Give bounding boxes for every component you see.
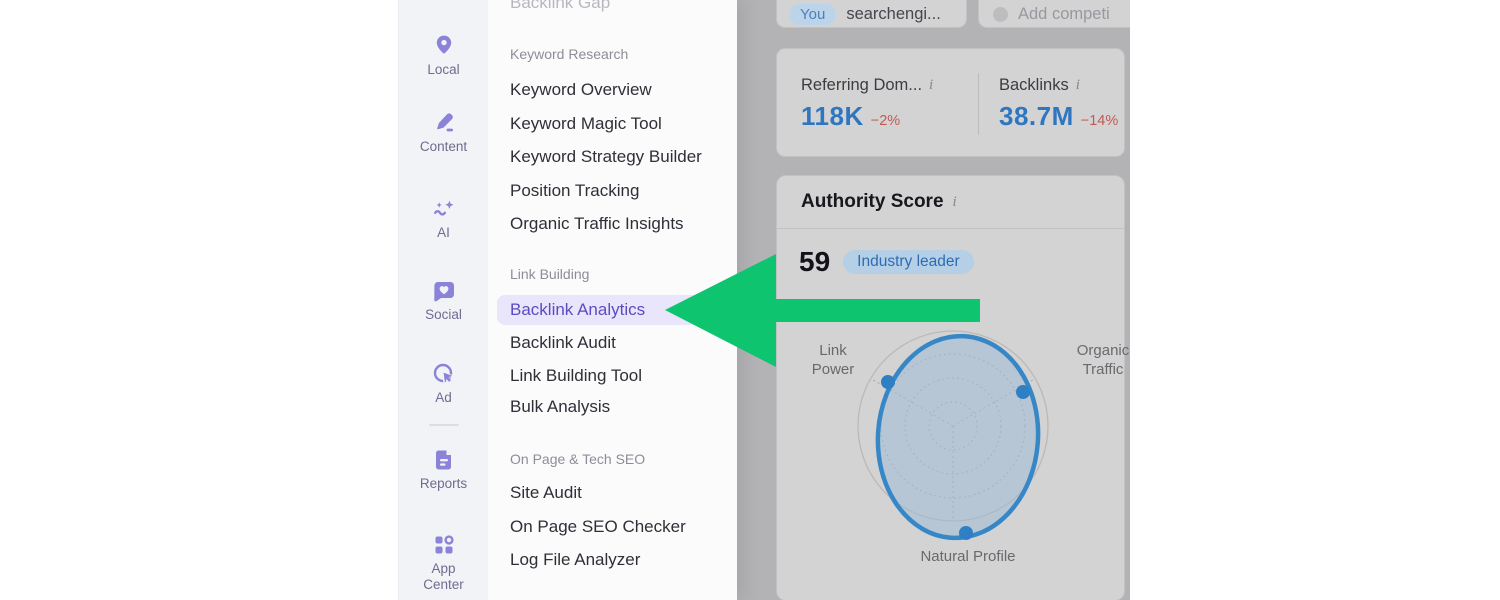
menu-item-label: Backlink Analytics — [510, 300, 646, 319]
radar-point-organic-traffic — [1016, 385, 1030, 399]
info-icon[interactable]: i — [929, 77, 934, 93]
menu-item-keyword-overview[interactable]: Keyword Overview — [510, 80, 652, 99]
target-cursor-icon — [433, 363, 454, 386]
metrics-card: Referring Dom... i 118K −2% Backlinks i … — [776, 48, 1125, 157]
primary-nav-rail: Local Content AI Social — [398, 0, 488, 600]
report-document-icon — [435, 450, 451, 470]
dimmed-dashboard-area: You searchengi... Add competi Referring … — [737, 0, 1130, 600]
add-competitor-label: Add competi — [1018, 4, 1110, 23]
menu-section-header-link-building: Link Building — [510, 266, 590, 282]
menu-item-link-building-tool[interactable]: Link Building Tool — [510, 366, 642, 385]
pencil-icon — [436, 113, 453, 132]
domain-label: searchengi... — [846, 4, 941, 23]
menu-item-bulk-analysis[interactable]: Bulk Analysis — [510, 397, 611, 416]
sidebar-item-label: App Center — [423, 561, 464, 592]
radar-point-link-power — [881, 375, 895, 389]
menu-item-log-file-analyzer[interactable]: Log File Analyzer — [510, 550, 641, 569]
sidebar-item-label: Local — [427, 62, 460, 77]
referring-domains-value: 118K — [801, 101, 864, 131]
sidebar-item-label: Social — [425, 307, 462, 322]
radar-axis-label-organic-traffic: Organic Traffic — [1076, 342, 1130, 378]
referring-domains-delta: −2% — [870, 113, 901, 129]
sidebar-item-ad[interactable]: Ad — [399, 361, 488, 406]
radar-axis-label-link-power: Link Power — [811, 342, 855, 378]
card-divider — [777, 228, 1124, 229]
rail-section-divider — [429, 424, 459, 426]
sidebar-item-label: AI — [437, 225, 450, 240]
sidebar-item-label: Ad — [435, 390, 452, 405]
menu-item-backlink-analytics-active[interactable]: Backlink Analytics — [497, 295, 702, 325]
menu-item-organic-traffic-insights[interactable]: Organic Traffic Insights — [510, 214, 684, 233]
sidebar-item-content[interactable]: Content — [399, 110, 488, 155]
backlinks-delta: −14% — [1080, 113, 1119, 129]
heart-bubble-icon — [433, 282, 454, 302]
add-competitor-button[interactable]: Add competi — [978, 0, 1130, 28]
sparkles-icon — [433, 200, 454, 216]
referring-domains-label: Referring Dom... — [801, 76, 923, 94]
menu-item-backlink-audit[interactable]: Backlink Audit — [510, 333, 616, 352]
menu-item-site-audit[interactable]: Site Audit — [510, 483, 582, 502]
authority-radar-chart — [857, 330, 1049, 541]
sidebar-item-app-center[interactable]: App Center — [399, 532, 488, 592]
menu-item-keyword-strategy-builder[interactable]: Keyword Strategy Builder — [510, 147, 702, 166]
app-window: Local Content AI Social — [398, 0, 1130, 600]
sidebar-item-label: Content — [419, 139, 468, 154]
menu-item-on-page-seo-checker[interactable]: On Page SEO Checker — [510, 517, 686, 536]
authority-score-card: Authority Score i 59 Industry leader — [776, 175, 1129, 600]
backlinks-value: 38.7M — [999, 101, 1074, 131]
you-domain-chip[interactable]: You searchengi... — [776, 0, 967, 28]
radar-axis-label-natural-profile: Natural Profile — [920, 548, 1016, 565]
location-pin-icon — [436, 35, 451, 54]
menu-item-keyword-magic-tool[interactable]: Keyword Magic Tool — [510, 114, 662, 133]
sidebar-item-reports[interactable]: Reports — [399, 447, 488, 492]
sidebar-item-label: Reports — [419, 476, 468, 491]
sidebar-item-ai[interactable]: AI — [399, 196, 488, 241]
metric-divider — [978, 73, 979, 135]
menu-section-header-onpage-tech-seo: On Page & Tech SEO — [510, 451, 646, 467]
menu-item-position-tracking[interactable]: Position Tracking — [510, 181, 640, 200]
info-icon[interactable]: i — [952, 193, 957, 210]
backlinks-metric: Backlinks i 38.7M −14% — [999, 76, 1118, 132]
radar-point-natural-profile — [959, 526, 973, 540]
competitor-dot-icon — [993, 6, 1008, 22]
sidebar-item-social[interactable]: Social — [399, 278, 488, 323]
referring-domains-metric: Referring Dom... i 118K −2% — [801, 76, 933, 132]
backlinks-label: Backlinks — [999, 76, 1069, 94]
you-badge: You — [789, 3, 837, 25]
menu-section-header-keyword-research: Keyword Research — [510, 46, 629, 62]
sidebar-item-local[interactable]: Local — [399, 33, 488, 78]
seo-tools-flyout-menu: Backlink Gap Keyword Research Keyword Ov… — [488, 0, 737, 600]
authority-score-title: Authority Score — [801, 191, 944, 212]
menu-item-backlink-gap[interactable]: Backlink Gap — [510, 0, 611, 12]
info-icon[interactable]: i — [1075, 77, 1080, 93]
app-grid-icon — [435, 535, 454, 554]
